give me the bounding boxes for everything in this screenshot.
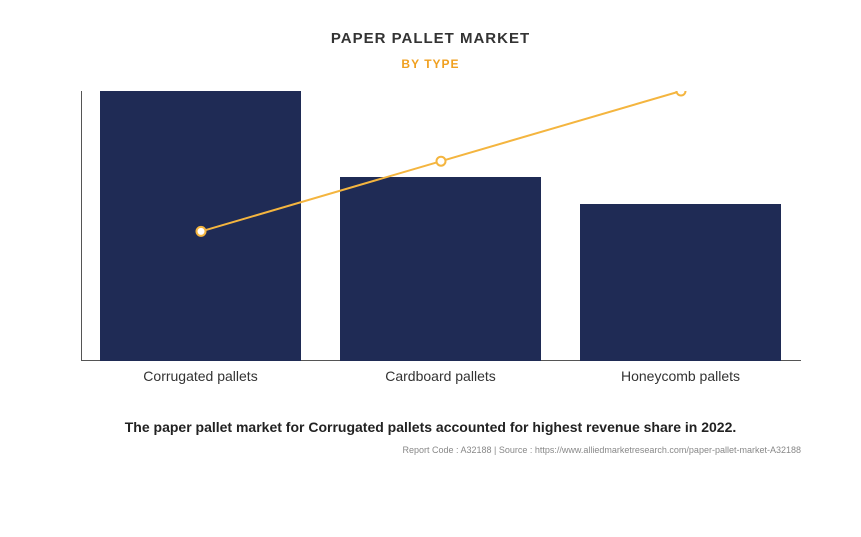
bar	[340, 177, 542, 361]
bar	[580, 204, 782, 361]
chart-subtitle: BY TYPE	[50, 57, 811, 71]
category-labels: Corrugated pallets Cardboard pallets Honey…	[81, 361, 801, 391]
chart-title: PAPER PALLET MARKET	[50, 30, 811, 47]
category-label: Honeycomb pallets	[580, 368, 782, 384]
plot-area	[81, 91, 801, 361]
chart-area: Corrugated pallets Cardboard pallets Honey…	[61, 91, 801, 391]
chart-card: PAPER PALLET MARKET BY TYPE Corrugated p…	[0, 0, 861, 537]
footer-source: Report Code : A32188 | Source : https://…	[50, 445, 811, 455]
title-block: PAPER PALLET MARKET BY TYPE	[50, 30, 811, 71]
bars-container	[81, 91, 801, 361]
bar	[100, 91, 302, 361]
category-label: Cardboard pallets	[340, 368, 542, 384]
summary-text: The paper pallet market for Corrugated p…	[50, 419, 811, 435]
category-label: Corrugated pallets	[100, 368, 302, 384]
